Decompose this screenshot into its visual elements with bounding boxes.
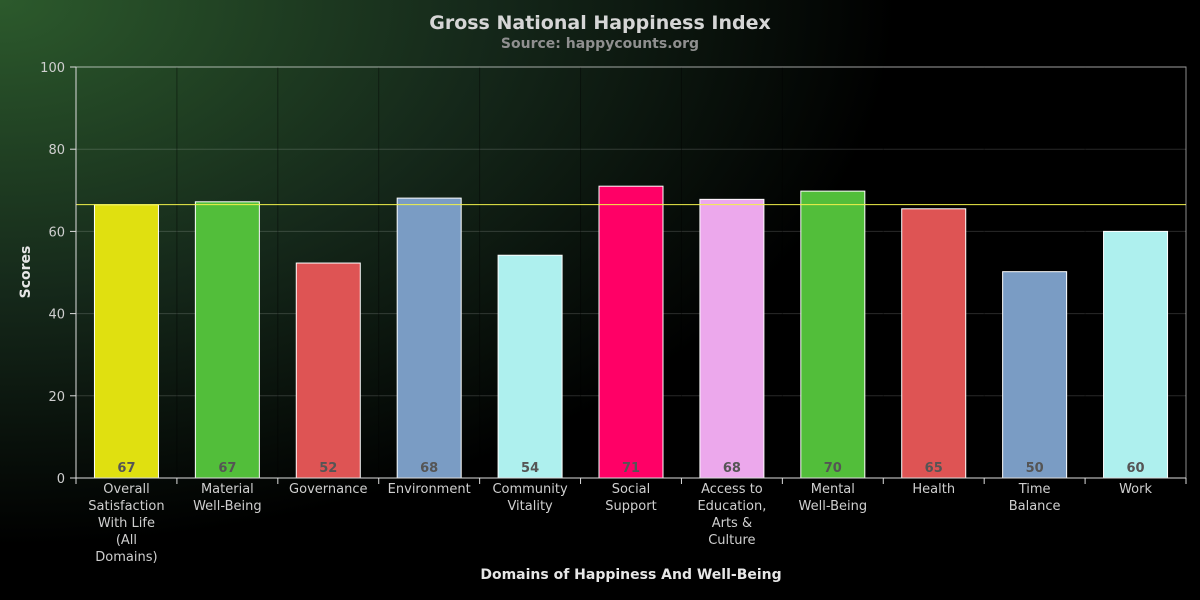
x-tick-label: Governance xyxy=(289,482,367,497)
x-tick-label: Environment xyxy=(388,482,471,497)
chart-subtitle: Source: happycounts.org xyxy=(501,36,699,52)
x-tick-label: Mental Well-Being xyxy=(799,482,868,514)
data-label: 50 xyxy=(1026,461,1044,476)
chart-title: Gross National Happiness Index xyxy=(429,12,771,34)
x-tick-label: Material Well-Being xyxy=(193,482,262,514)
y-tick-label: 20 xyxy=(48,390,65,405)
data-labels: 67 67 52 68 54 71 68 70 65 50 60 xyxy=(117,461,1144,476)
x-tick-label: Time Balance xyxy=(1009,482,1061,514)
x-tick-label: Overall Satisfaction With Life (All Domains) xyxy=(88,482,164,565)
data-label: 71 xyxy=(622,461,640,476)
bar xyxy=(194,201,260,479)
data-label: 52 xyxy=(319,461,337,476)
bar xyxy=(598,185,664,479)
data-label: 70 xyxy=(824,461,842,476)
data-label: 68 xyxy=(723,461,741,476)
x-tick-label: Community Vitality xyxy=(492,482,568,514)
x-tick-label: Access to Education, Arts & Culture xyxy=(697,482,766,548)
bar xyxy=(396,197,462,479)
bar xyxy=(1002,271,1068,479)
bar xyxy=(497,254,563,479)
x-axis-category-labels: Overall Satisfaction With Life (All Domains)… xyxy=(88,482,1152,565)
data-label: 60 xyxy=(1126,461,1144,476)
y-tick-label: 0 xyxy=(57,472,65,487)
y-axis-title: Scores xyxy=(18,246,34,299)
bar xyxy=(295,262,361,479)
data-label: 65 xyxy=(925,461,943,476)
bars xyxy=(93,185,1169,479)
data-label: 67 xyxy=(218,461,236,476)
y-axis-tick-labels: 0 20 40 60 80 100 xyxy=(40,61,65,487)
y-tick-label: 80 xyxy=(48,143,65,158)
y-tick-label: 40 xyxy=(48,308,65,323)
bar xyxy=(901,208,967,479)
x-tick-label: Health xyxy=(912,482,955,497)
bar xyxy=(800,190,866,479)
x-tick-label: Work xyxy=(1119,482,1152,497)
y-tick-label: 60 xyxy=(48,225,65,240)
bar xyxy=(1103,230,1169,479)
data-label: 68 xyxy=(420,461,438,476)
x-tick-label: Social Support xyxy=(605,482,656,514)
bar xyxy=(93,204,159,479)
y-tick-label: 100 xyxy=(40,61,65,76)
bar xyxy=(699,198,765,479)
data-label: 67 xyxy=(117,461,135,476)
x-axis-title: Domains of Happiness And Well-Being xyxy=(480,567,781,583)
data-label: 54 xyxy=(521,461,539,476)
axes xyxy=(70,66,1187,484)
